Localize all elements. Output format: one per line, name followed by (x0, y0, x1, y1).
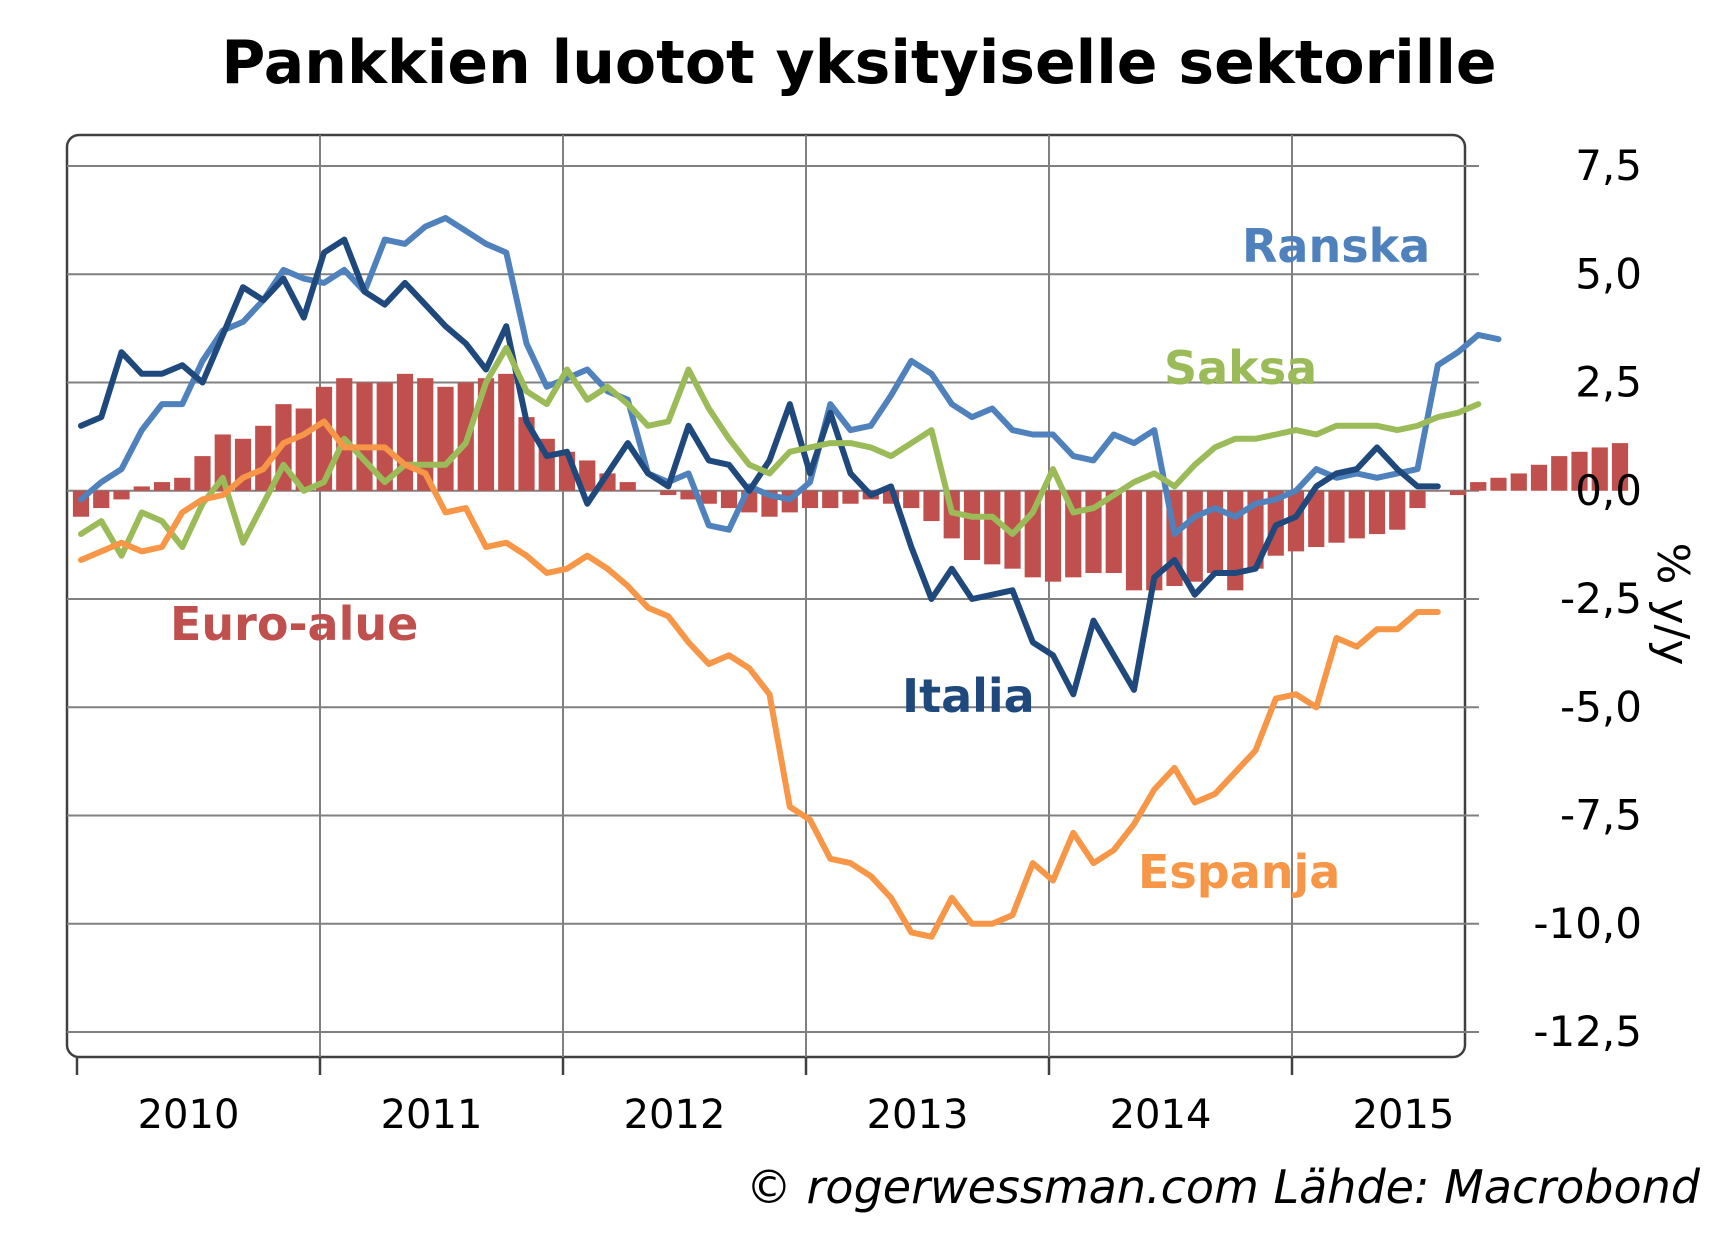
x-tick-label: 2011 (381, 1092, 483, 1138)
y-tick-label: -5,0 (1560, 682, 1642, 731)
euro-alue-bar (1389, 490, 1406, 530)
euro-alue-bar (93, 490, 110, 509)
euro-alue-bar (1530, 464, 1548, 491)
series-line-espanja (78, 418, 1441, 940)
euro-alue-bar (903, 490, 920, 509)
x-tick-label: 2014 (1110, 1092, 1212, 1138)
euro-alue-bar (1571, 451, 1588, 491)
euro-alue-bar (1186, 490, 1203, 582)
y-tick-label: 7,5 (1575, 141, 1642, 190)
euro-alue-bar (680, 490, 697, 500)
euro-alue-bars (72, 373, 1629, 591)
euro-alue-bar (295, 408, 312, 491)
axes: 7,5 5,0 2,5 0,0 -2,5 -5,0 -7,5 -10,0 -12,5 2010 20… (75, 141, 1642, 1138)
euro-alue-bar (214, 434, 231, 491)
euro-alue-bar (720, 490, 738, 509)
y-tick-label: -12,5 (1533, 1007, 1642, 1056)
euro-alue-bar (619, 482, 636, 491)
euro-alue-bar (133, 486, 150, 491)
euro-alue-bar (1490, 477, 1507, 491)
euro-alue-bar (1409, 490, 1426, 509)
label-ranska: Ranska (1242, 219, 1430, 273)
x-tick-label: 2013 (867, 1092, 969, 1138)
euro-alue-bar (255, 425, 272, 491)
euro-alue-bar (1449, 490, 1467, 496)
chart-title: Pankkien luotot yksityiselle sektorille (221, 28, 1497, 98)
euro-alue-bar (336, 378, 353, 491)
grid-lines (67, 135, 1479, 1057)
euro-alue-bar (437, 386, 454, 491)
euro-alue-bar (1146, 490, 1163, 591)
euro-alue-bar (842, 490, 859, 504)
euro-alue-bar (700, 490, 717, 504)
euro-alue-bar (1551, 456, 1568, 491)
x-tick-label: 2015 (1353, 1092, 1455, 1138)
euro-alue-bar (963, 490, 981, 561)
euro-alue-bar (376, 382, 393, 491)
euro-alue-bar (1328, 490, 1345, 543)
euro-alue-bar (518, 417, 535, 491)
euro-alue-bar (477, 378, 495, 491)
label-italia: Italia (902, 669, 1035, 723)
y-tick-label: -7,5 (1560, 791, 1642, 840)
euro-alue-bar (1591, 447, 1608, 491)
euro-alue-bar (356, 382, 373, 491)
euro-alue-bar (194, 456, 211, 491)
euro-alue-bar (113, 490, 130, 500)
plot-frame (65, 133, 1467, 1059)
euro-alue-bar (1247, 490, 1264, 569)
euro-alue-bar (923, 490, 940, 522)
series-lines (78, 215, 1502, 940)
source-note: © rogerwessman.com Lähde: Macrobond (745, 1160, 1700, 1214)
euro-alue-bar (1105, 490, 1122, 574)
y-axis-label: % y/y (1647, 543, 1698, 666)
euro-alue-bar (579, 460, 596, 491)
series-line-saksa (78, 344, 1482, 559)
euro-alue-bar (1206, 490, 1224, 574)
series-line-italia (78, 236, 1441, 698)
euro-alue-bar (801, 490, 819, 509)
euro-alue-bar (174, 477, 191, 491)
label-euro-alue: Euro-alue (170, 597, 418, 651)
euro-alue-bar (660, 490, 677, 496)
euro-alue-bar (984, 490, 1001, 565)
label-saksa: Saksa (1164, 341, 1317, 395)
y-tick-label: 5,0 (1575, 249, 1642, 298)
euro-alue-bar (1611, 443, 1629, 491)
euro-alue-bar (1429, 490, 1446, 492)
euro-alue-bar (1308, 490, 1325, 548)
euro-alue-bar (1348, 490, 1365, 539)
euro-alue-bar (1510, 473, 1527, 491)
y-tick-label: -2,5 (1560, 574, 1642, 623)
y-tick-label: -10,0 (1533, 899, 1642, 948)
euro-alue-bar (822, 490, 839, 509)
euro-alue-bar (1125, 490, 1143, 591)
euro-alue-bar (1044, 490, 1062, 582)
y-tick-label: 2,5 (1575, 358, 1642, 407)
x-tick-label: 2012 (624, 1092, 726, 1138)
euro-alue-bar (498, 373, 515, 491)
y-tick-label: 0,0 (1575, 466, 1642, 515)
euro-alue-bar (153, 482, 171, 491)
euro-alue-bar (639, 490, 657, 492)
euro-alue-bar (315, 386, 333, 491)
x-tick-label: 2010 (138, 1092, 240, 1138)
label-espanja: Espanja (1138, 845, 1340, 899)
series-labels: Ranska Saksa Euro-alue Italia Espanja (170, 219, 1430, 899)
euro-alue-bar (1470, 482, 1487, 491)
euro-alue-bar (1368, 490, 1386, 535)
